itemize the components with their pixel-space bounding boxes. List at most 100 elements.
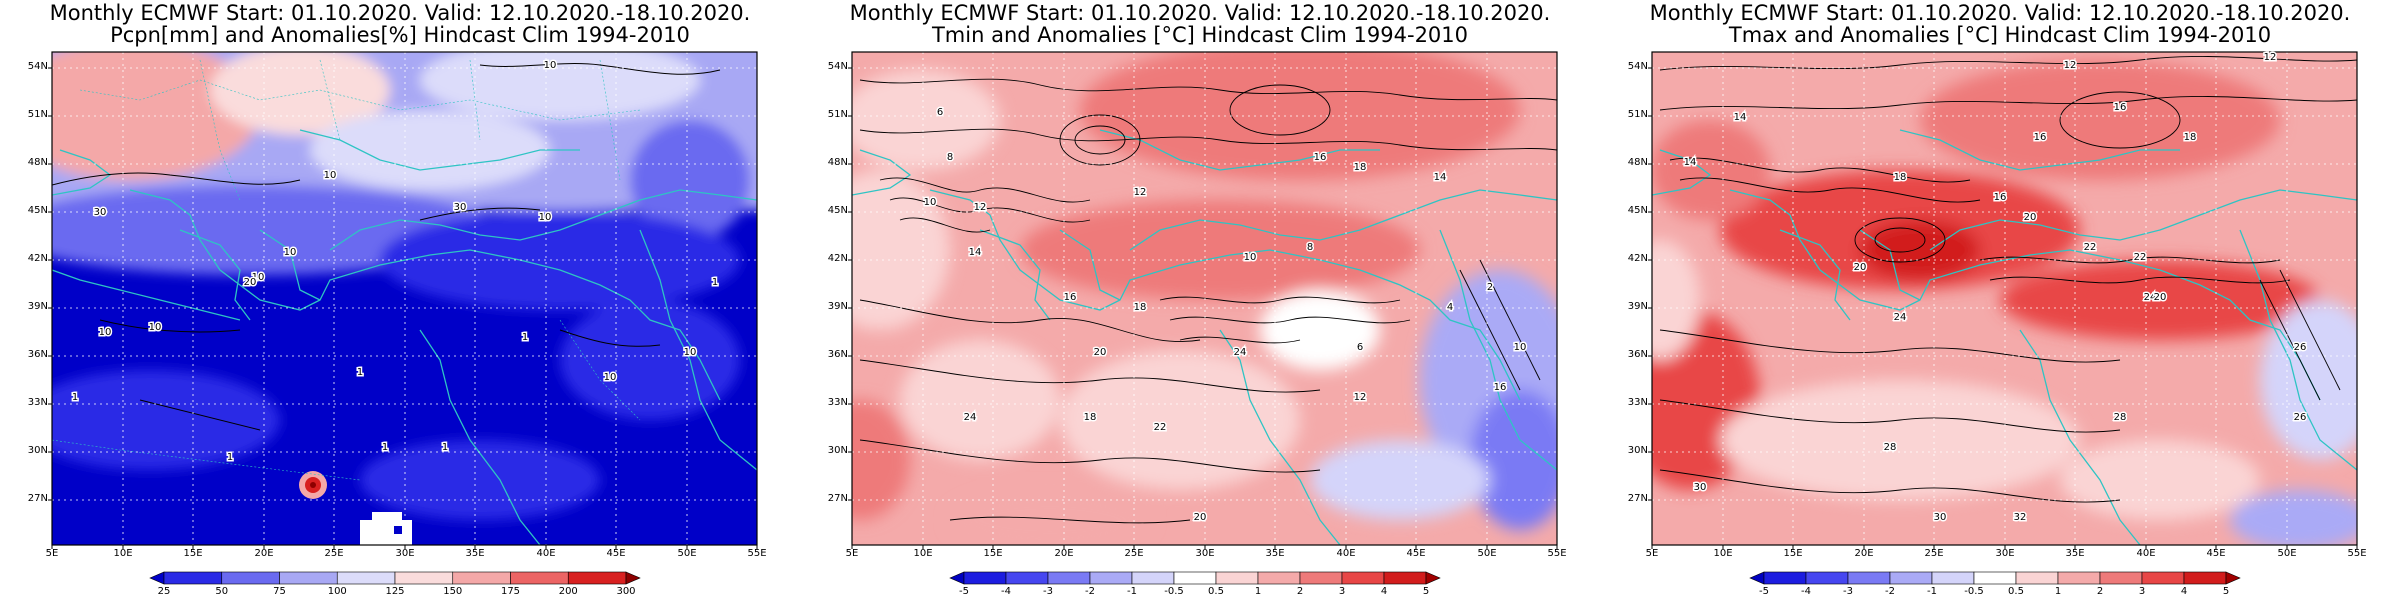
tmin-anomaly-field [852, 52, 1557, 545]
precip-lat-label: 39N [27, 301, 48, 312]
tmax-colorbar-high-arrow [2225, 571, 2241, 585]
precip-contour-label: 10 [544, 60, 557, 71]
tmax-lat-label: 30N [1627, 445, 1648, 456]
tmin-contour-label: 24 [1234, 347, 1247, 358]
tmax-contours [1659, 56, 2357, 503]
tmin-title-line1: Monthly ECMWF Start: 01.10.2020. Valid: … [849, 1, 1551, 25]
tmax-colorbar-label: -4 [1801, 586, 1811, 597]
tmin-lon-label: 5E [845, 548, 859, 559]
tmax-colorbar-label: 5 [2222, 586, 2230, 597]
tmin-colorbar-label: -3 [1043, 586, 1053, 597]
tmin-colorbar-swatch [1047, 571, 1091, 585]
precip-title-line1: Monthly ECMWF Start: 01.10.2020. Valid: … [49, 1, 751, 25]
precip-panel: Monthly ECMWF Start: 01.10.2020. Valid: … [0, 0, 800, 600]
precip-contour-label: 10 [324, 170, 337, 181]
tmax-lat-label: 54N [1627, 61, 1648, 72]
tmax-colorbar-swatch [1889, 571, 1933, 585]
tmax-lon-label: 15E [1783, 548, 1803, 559]
tmax-colorbar-label: -0.5 [1964, 586, 1984, 597]
precip-colorbar-label: 25 [157, 586, 171, 597]
tmin-lon-label: 10E [913, 548, 933, 559]
precip-lon-label: 30E [395, 548, 415, 559]
tmax-lon-label: 25E [1924, 548, 1944, 559]
precip-borders [52, 59, 641, 481]
tmax-contour-label: 20 [2024, 212, 2037, 223]
tmax-colorbar-swatch [2099, 571, 2143, 585]
precip-lon-label: 15E [183, 548, 203, 559]
tmax-contour-labels: 12 14 16 18 20 22 24 26 28 30 12 14 16 18 20 22 24 26 28 30… [1682, 51, 2308, 525]
precip-colorbar-swatch [336, 571, 396, 585]
precip-colorbar-swatch [163, 571, 223, 585]
tmax-colorbar-label: 0.5 [2008, 586, 2024, 597]
tmax-colorbar-swatch [1847, 571, 1891, 585]
precip-contour-label: 10 [99, 327, 112, 338]
tmax-grid [1652, 52, 2357, 545]
precip-lon-label: 10E [113, 548, 133, 559]
precip-colorbar-label: 150 [443, 586, 463, 597]
tmin-contour-label: 6 [937, 107, 943, 118]
tmin-contour-label: 24 [964, 412, 977, 423]
precip-lat-label: 51N [27, 109, 48, 120]
tmax-colorbar-label: 3 [2138, 586, 2146, 597]
tmax-colorbar-swatch [1805, 571, 1849, 585]
tmax-contour-label: 12 [2264, 52, 2277, 63]
tmax-contour-label: 12 [2064, 60, 2077, 71]
tmin-lat-label: 42N [827, 253, 848, 264]
tmin-lat-label: 45N [827, 205, 848, 216]
precip-lon-label: 5E [45, 548, 59, 559]
tmin-colorbar-swatch [1005, 571, 1049, 585]
precip-lat-label: 30N [27, 445, 48, 456]
tmin-colorbar-swatch [1173, 571, 1217, 585]
tmin-contour-labels: 6 8 10 12 14 16 18 20 22 24 16 18 14 12 10 8 6 4 2 18 20 24 16… [922, 106, 1528, 525]
tmax-lon-label: 55E [2347, 548, 2367, 559]
precip-contour-label: 1 [712, 277, 718, 288]
tmax-colorbar-label: -3 [1843, 586, 1853, 597]
tmin-contour-label: 8 [947, 152, 953, 163]
tmax-lon-label: 5E [1645, 548, 1659, 559]
tmin-contour-label: 18 [1354, 162, 1367, 173]
tmax-colorbar-label: 4 [2180, 586, 2188, 597]
tmin-contour-label: 14 [969, 247, 982, 258]
tmax-colorbar-label: -1 [1927, 586, 1937, 597]
tmin-lat-label: 48N [827, 157, 848, 168]
tmin-colorbar-swatch [1131, 571, 1175, 585]
tmin-contours [859, 78, 1557, 524]
precip-colorbar [149, 571, 641, 585]
tmax-contour-label: 22 [2134, 252, 2147, 263]
precip-lon-label: 45E [606, 548, 626, 559]
precip-colorbar-low-arrow [149, 571, 165, 585]
tmin-colorbar-high-arrow [1425, 571, 1441, 585]
tmin-contour-label: 22 [1154, 422, 1167, 433]
tmax-colorbar-swatch [1931, 571, 1975, 585]
precip-lon-label: 20E [254, 548, 274, 559]
tmax-colorbar-swatch [2057, 571, 2101, 585]
tmax-lon-label: 50E [2277, 548, 2297, 559]
tmax-contour-label: 22 [2084, 242, 2097, 253]
tmax-lat-label: 27N [1627, 493, 1648, 504]
precip-colorbar-high-arrow [625, 571, 641, 585]
tmax-lon-label: 45E [2206, 548, 2226, 559]
tmin-contour-label: 20 [1194, 512, 1207, 523]
precip-lon-label: 35E [465, 548, 485, 559]
tmin-contour-label: 16 [1314, 152, 1327, 163]
tmax-colorbar-label: 1 [2054, 586, 2062, 597]
precip-colorbar-swatch [567, 571, 627, 585]
tmin-lon-label: 35E [1265, 548, 1285, 559]
tmin-lat-label: 36N [827, 349, 848, 360]
tmin-lon-label: 40E [1336, 548, 1356, 559]
precip-contour-label: 10 [149, 322, 162, 333]
tmin-contour-label: 12 [974, 202, 987, 213]
precip-lat-label: 27N [27, 493, 48, 504]
tmin-contour-label: 10 [1514, 342, 1527, 353]
tmin-lat-label: 54N [827, 61, 848, 72]
tmax-colorbar-label: 2 [2096, 586, 2104, 597]
tmin-colorbar [949, 571, 1441, 585]
tmax-colorbar-swatch [2141, 571, 2185, 585]
tmax-contour-label: 26 [2294, 342, 2307, 353]
tmax-colorbar-label: -5 [1759, 586, 1769, 597]
precip-grid [52, 52, 757, 545]
tmin-colorbar-swatch [1383, 571, 1427, 585]
tmax-colorbar [1749, 571, 2241, 585]
tmax-contour-label: 20 [2154, 292, 2167, 303]
